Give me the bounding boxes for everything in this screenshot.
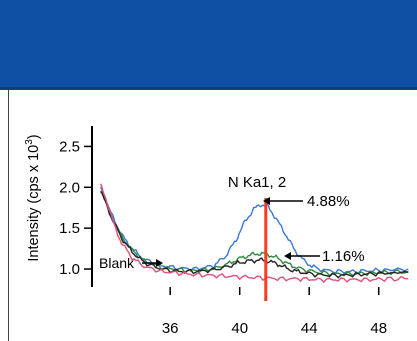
blank-label: Blank — [99, 255, 135, 271]
header-banner — [0, 0, 417, 87]
peak-annotation-label: N Ka1, 2 — [228, 174, 286, 191]
y-tick-label: 2.0 — [59, 179, 80, 196]
chart-panel — [0, 90, 417, 341]
y-axis-label: Intensity (cps x 103) — [24, 134, 42, 261]
x-tick-label: 36 — [162, 320, 179, 337]
blank-arrow — [142, 259, 163, 267]
x-tick-label: 48 — [370, 320, 387, 337]
x-tick-label: 40 — [231, 320, 248, 337]
panel-left-border — [8, 90, 9, 341]
banner-divider — [0, 87, 417, 90]
high-concentration-label: 4.88% — [307, 193, 350, 210]
y-tick-label: 1.0 — [59, 261, 80, 278]
series-line-3 — [100, 191, 409, 279]
low-concentration-label: 1.16% — [322, 248, 365, 265]
x-tick-label: 44 — [301, 320, 318, 337]
low-arrow — [284, 252, 320, 260]
high-arrow — [263, 197, 303, 205]
y-axis-ticks: 1.0 1.5 2.0 2.5 — [59, 138, 92, 278]
y-tick-label: 1.5 — [59, 220, 80, 237]
x-axis-ticks: 36 40 44 48 — [162, 287, 387, 337]
series-line-4 — [100, 183, 409, 284]
series-layer — [100, 183, 409, 284]
y-tick-label: 2.5 — [59, 138, 80, 155]
